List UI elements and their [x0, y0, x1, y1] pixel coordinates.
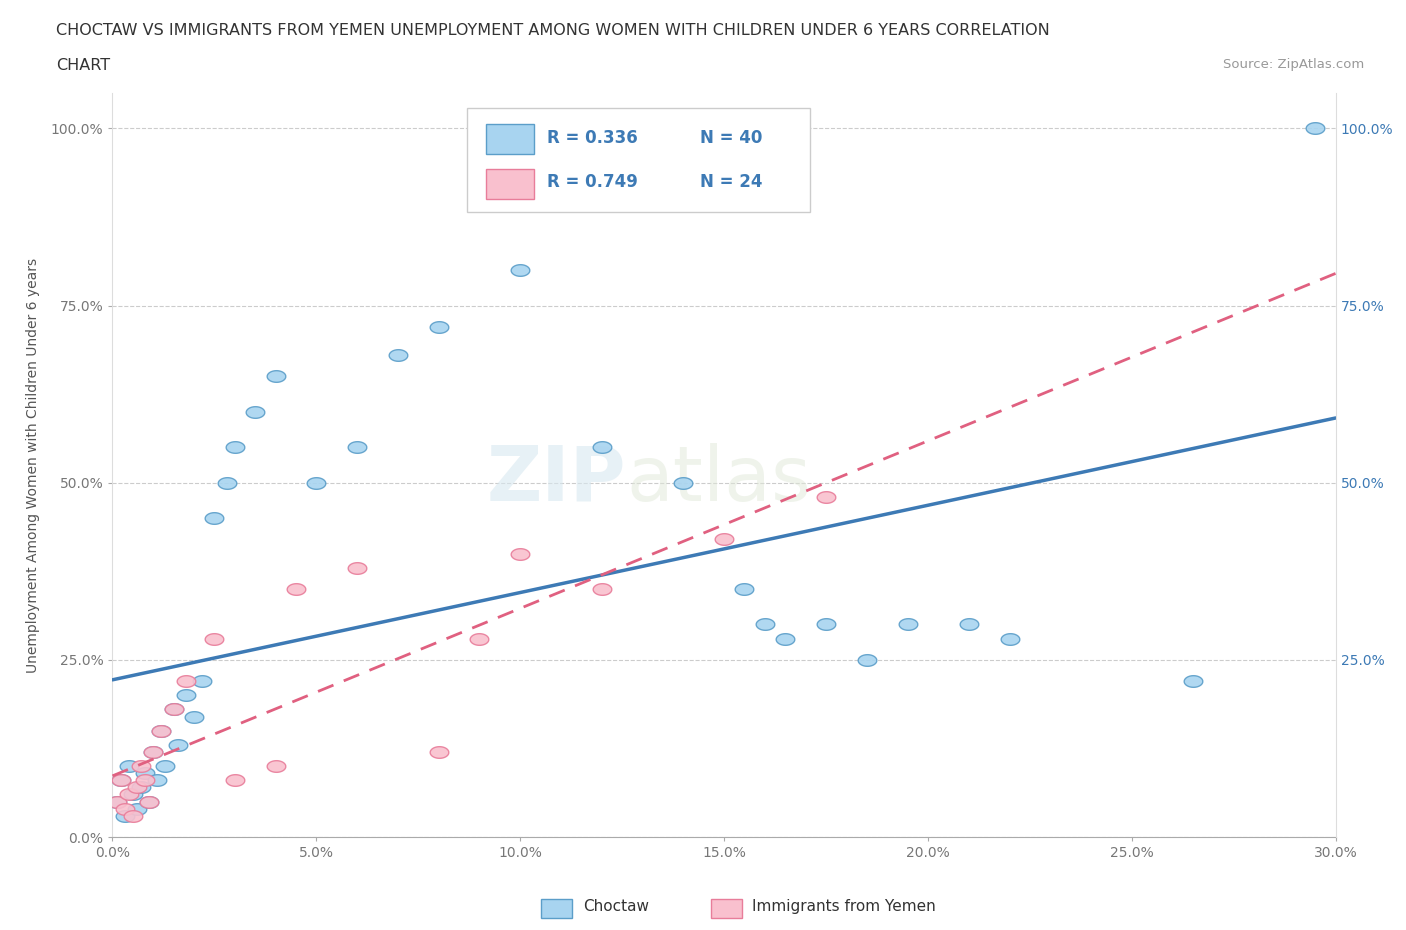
Point: [998, 631, 1021, 646]
Point: [427, 319, 450, 334]
Point: [284, 581, 308, 596]
Bar: [711, 899, 742, 918]
Point: [150, 724, 173, 738]
Point: [672, 475, 695, 490]
Point: [387, 348, 409, 363]
Text: Source: ZipAtlas.com: Source: ZipAtlas.com: [1223, 58, 1364, 71]
Point: [591, 581, 613, 596]
Text: Immigrants from Yemen: Immigrants from Yemen: [752, 899, 936, 914]
Point: [224, 773, 246, 788]
Point: [264, 759, 287, 774]
Point: [815, 489, 838, 504]
Point: [346, 560, 368, 575]
Point: [125, 780, 148, 795]
Point: [138, 794, 160, 809]
Text: atlas: atlas: [626, 443, 811, 517]
Point: [118, 787, 141, 802]
Point: [125, 802, 148, 817]
Point: [713, 532, 735, 547]
Point: [174, 673, 197, 688]
Text: N = 24: N = 24: [700, 173, 762, 192]
Text: N = 40: N = 40: [700, 128, 762, 147]
Point: [224, 440, 246, 455]
Point: [775, 631, 797, 646]
Point: [150, 724, 173, 738]
Point: [427, 745, 450, 760]
Text: R = 0.336: R = 0.336: [547, 128, 637, 147]
Point: [134, 773, 156, 788]
Point: [815, 617, 838, 631]
Point: [264, 369, 287, 384]
Point: [129, 780, 152, 795]
Point: [509, 546, 531, 561]
Point: [129, 759, 152, 774]
Point: [166, 737, 188, 752]
Text: CHOCTAW VS IMMIGRANTS FROM YEMEN UNEMPLOYMENT AMONG WOMEN WITH CHILDREN UNDER 6 : CHOCTAW VS IMMIGRANTS FROM YEMEN UNEMPLO…: [56, 23, 1050, 38]
Point: [114, 802, 136, 817]
Point: [183, 709, 205, 724]
Text: R = 0.749: R = 0.749: [547, 173, 637, 192]
Point: [114, 808, 136, 823]
Point: [146, 773, 169, 788]
Text: ZIP: ZIP: [486, 443, 626, 517]
Point: [122, 808, 145, 823]
Point: [122, 787, 145, 802]
Point: [142, 745, 165, 760]
Point: [105, 794, 128, 809]
Point: [215, 475, 238, 490]
Point: [174, 688, 197, 703]
Point: [110, 773, 132, 788]
Point: [754, 617, 776, 631]
Bar: [541, 899, 572, 918]
Point: [957, 617, 980, 631]
Point: [468, 631, 491, 646]
Point: [134, 765, 156, 780]
Point: [110, 773, 132, 788]
Point: [734, 581, 756, 596]
Point: [305, 475, 328, 490]
Point: [509, 262, 531, 277]
Text: Choctaw: Choctaw: [583, 899, 650, 914]
Point: [155, 759, 177, 774]
Y-axis label: Unemployment Among Women with Children Under 6 years: Unemployment Among Women with Children U…: [25, 258, 39, 672]
Point: [163, 702, 186, 717]
Point: [591, 440, 613, 455]
Point: [245, 405, 267, 419]
Point: [191, 673, 214, 688]
Point: [1181, 673, 1204, 688]
Point: [204, 631, 226, 646]
Point: [855, 653, 877, 668]
Point: [105, 794, 128, 809]
Text: CHART: CHART: [56, 58, 110, 73]
Bar: [485, 125, 534, 154]
Point: [1305, 121, 1327, 136]
Point: [204, 511, 226, 525]
Point: [118, 759, 141, 774]
Point: [897, 617, 920, 631]
FancyBboxPatch shape: [467, 108, 810, 212]
Point: [346, 440, 368, 455]
Bar: [485, 169, 534, 199]
Point: [163, 702, 186, 717]
Point: [142, 745, 165, 760]
Point: [138, 794, 160, 809]
